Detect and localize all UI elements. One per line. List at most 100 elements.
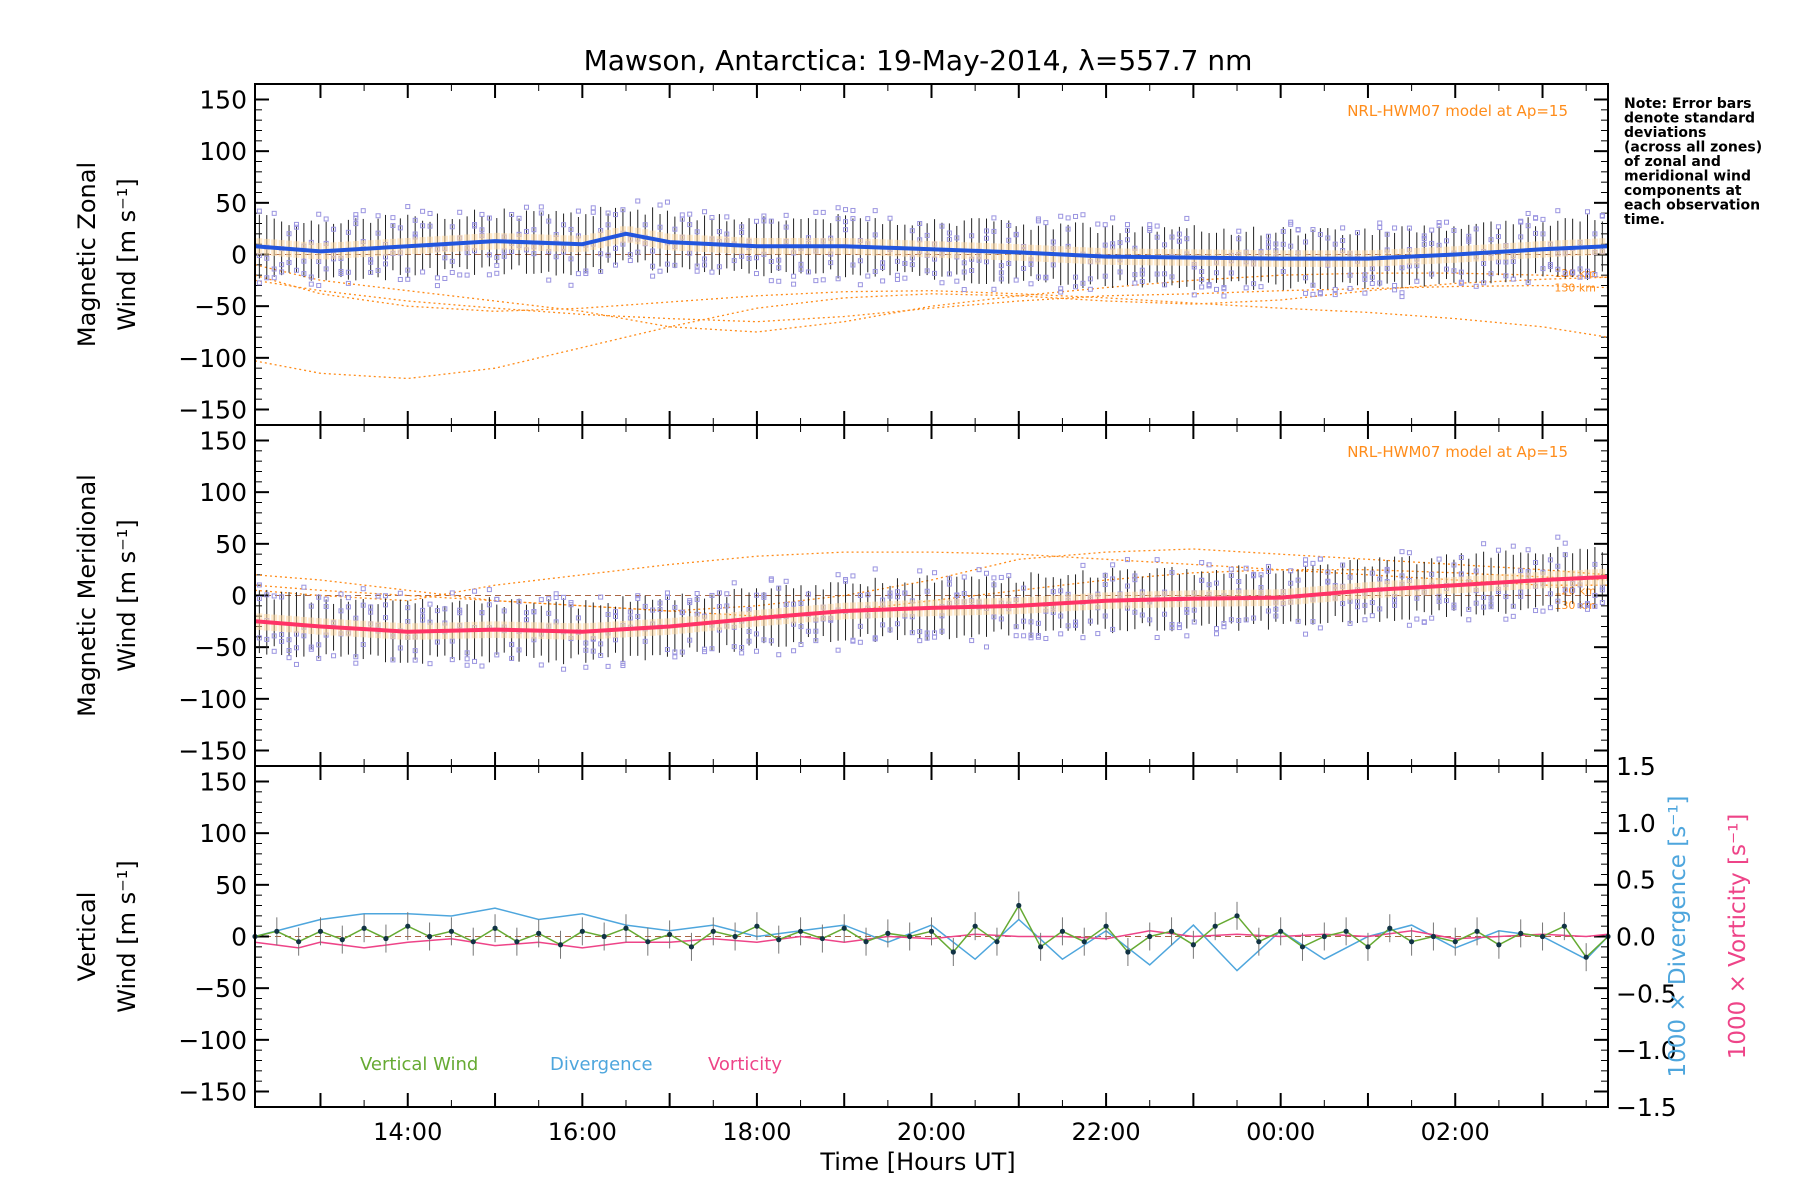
zone-point [1310, 619, 1316, 625]
zone-point [1317, 556, 1323, 562]
zone-point [1310, 282, 1316, 288]
zone-point [1139, 612, 1145, 618]
zone-point [887, 627, 893, 633]
zone-point [1436, 223, 1442, 229]
zone-point [828, 260, 834, 266]
zone-point [880, 278, 886, 284]
zone-point [1436, 598, 1442, 604]
zone-point [709, 215, 715, 221]
zone-point [664, 261, 670, 267]
zone-point [724, 603, 730, 609]
y-tick-label: 150 [199, 768, 247, 797]
zone-point [909, 228, 915, 234]
zone-point [1466, 236, 1472, 242]
zone-point [1080, 212, 1086, 218]
zone-point [1265, 563, 1271, 569]
zone-point [494, 255, 500, 261]
zone-point [1429, 240, 1435, 246]
zone-point [1392, 602, 1398, 608]
zone-point [805, 628, 811, 634]
zone-point [768, 638, 774, 644]
zone-point [279, 269, 285, 275]
vertical-wind-point [1321, 933, 1327, 940]
vertical-wind-point [645, 939, 651, 945]
zone-point [301, 258, 307, 264]
zone-point [672, 649, 678, 655]
x-axis-label: Time [Hours UT] [819, 1148, 1015, 1176]
model-curve [254, 264, 1609, 333]
zone-point [1043, 220, 1049, 226]
zone-point [1369, 280, 1375, 286]
x-tick-label: 16:00 [548, 1118, 617, 1146]
zone-point [776, 585, 782, 591]
zone-point [434, 283, 440, 289]
zone-point [1503, 616, 1509, 622]
zone-point [1132, 609, 1138, 615]
zone-point [1117, 240, 1123, 246]
zone-point [753, 271, 759, 277]
zone-point [538, 210, 544, 216]
zone-point [1562, 540, 1568, 546]
zone-point [731, 580, 737, 586]
zone-point [694, 229, 700, 235]
zone-point [293, 661, 299, 667]
note-line: (across all zones) [1624, 140, 1762, 156]
zone-point [1510, 543, 1516, 549]
zone-point [694, 263, 700, 269]
zone-point [1466, 233, 1472, 239]
zone-point [627, 258, 633, 264]
vertical-wind-point [710, 928, 716, 934]
y-tick-label: 0 [231, 582, 247, 611]
zone-point [375, 267, 381, 273]
zone-point [894, 272, 900, 278]
vertical-wind-point [339, 937, 345, 943]
zone-point [702, 646, 708, 652]
zone-point [1421, 619, 1427, 625]
zone-point [1429, 227, 1435, 233]
zone-point [954, 278, 960, 284]
zone-point [1065, 226, 1071, 232]
zone-point [316, 642, 322, 648]
zone-point [843, 219, 849, 225]
zone-point [561, 666, 567, 672]
vertical-wind-point [1299, 944, 1306, 950]
zone-point [553, 254, 559, 260]
zone-point [345, 604, 351, 610]
zone-point [657, 224, 663, 230]
zone-point [1288, 580, 1294, 586]
zone-point [575, 615, 581, 621]
zone-point [405, 605, 411, 611]
zone-point [1303, 557, 1309, 563]
vertical-wind-point [579, 928, 585, 934]
zone-point [1347, 620, 1353, 626]
y-tick-label: 0 [231, 923, 247, 952]
vertical-wind-point [1256, 939, 1262, 945]
vertical-wind-point [928, 928, 935, 934]
zone-point [983, 259, 989, 265]
zone-point [405, 204, 411, 210]
note-line: meridional wind [1624, 169, 1751, 185]
zone-point [449, 638, 455, 644]
model-curve [254, 551, 1608, 602]
zone-point [998, 263, 1004, 269]
zone-point [397, 225, 403, 231]
zone-point [1354, 230, 1360, 236]
zone-point [1584, 273, 1590, 279]
zone-point [917, 629, 923, 635]
zone-point [479, 227, 485, 233]
zone-point [998, 616, 1004, 622]
zone-point [1124, 222, 1130, 228]
zone-point [1110, 215, 1116, 221]
zone-point [1058, 289, 1064, 295]
zone-point [598, 268, 604, 274]
zone-point [1481, 594, 1487, 600]
zone-point [909, 262, 915, 268]
zone-point [605, 252, 611, 258]
zone-point [331, 226, 337, 232]
zone-point [969, 233, 975, 239]
zone-point [1073, 619, 1079, 625]
zone-point [605, 222, 611, 228]
zone-point [702, 262, 708, 268]
zone-point [835, 572, 841, 578]
